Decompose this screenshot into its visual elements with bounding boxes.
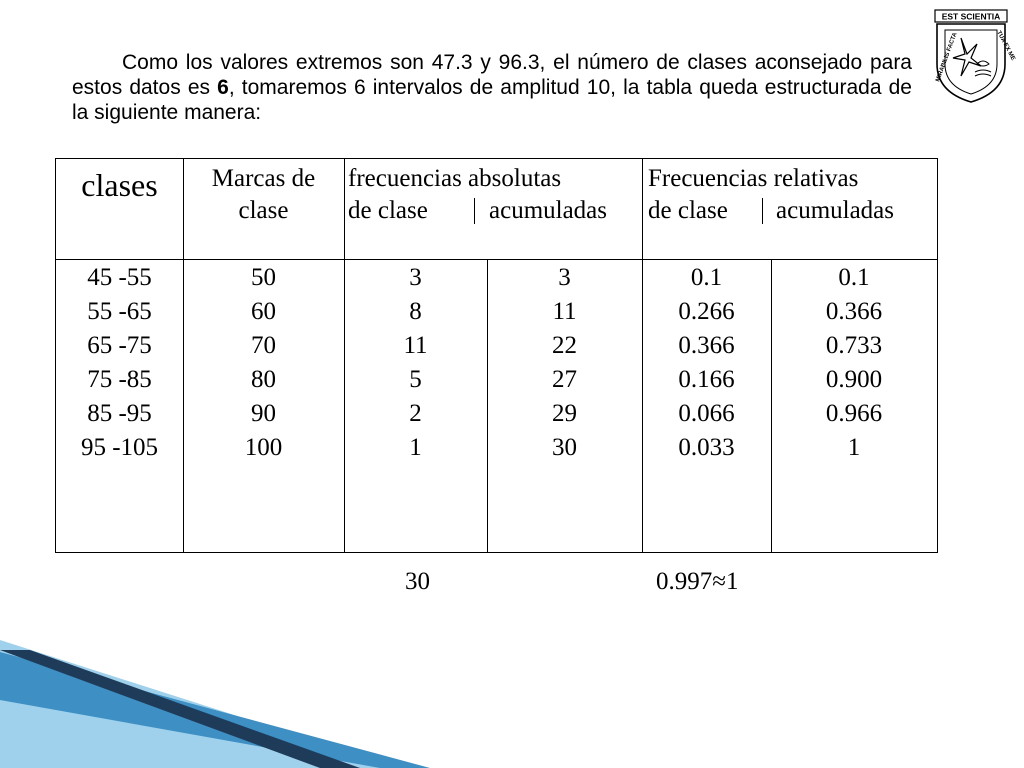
header-rel-de-clase: de clase	[648, 197, 728, 224]
total-relative-frequency: 0.997≈1	[656, 568, 739, 595]
cell-abs-clase: 2	[409, 400, 422, 427]
cell-rel-clase: 0.266	[678, 298, 735, 325]
total-absolute-frequency: 30	[405, 568, 430, 595]
header-abs-de-clase: de clase	[348, 197, 428, 224]
header-marcas: Marcas de clase	[183, 163, 344, 227]
header-divider	[56, 259, 937, 260]
cell-clase: 75 -85	[87, 366, 152, 393]
cell-clase: 45 -55	[87, 264, 152, 291]
university-seal-logo: EST SCIENTIA MIRABILIS FACTA TUA EX ME	[934, 9, 1016, 103]
header-rel-line1: Frecuencias relativas	[648, 165, 859, 192]
cell-clase: 65 -75	[87, 332, 152, 359]
cell-abs-clase: 1	[409, 434, 422, 461]
header-marcas-line2: clase	[238, 197, 289, 224]
column-abs-clase: 3 8 11 5 2 1	[344, 261, 487, 465]
cell-clase: 55 -65	[87, 298, 152, 325]
header-marcas-line1: Marcas de	[211, 165, 316, 192]
column-rel-clase: 0.1 0.266 0.366 0.166 0.066 0.033	[642, 261, 771, 465]
cell-abs-acum: 22	[552, 332, 577, 359]
column-divider	[642, 159, 643, 552]
cell-abs-acum: 3	[558, 264, 571, 291]
intro-text-end: , tomaremos 6 intervalos de amplitud 10,…	[72, 76, 912, 124]
cell-abs-clase: 8	[409, 298, 422, 325]
column-divider	[487, 259, 488, 552]
intro-bold-number: 6	[217, 76, 229, 99]
cell-rel-clase: 0.066	[678, 400, 735, 427]
cell-rel-acum: 1	[847, 434, 861, 461]
frequency-table: clases Marcas de clase frecuencias absol…	[55, 158, 938, 553]
cell-rel-acum: 0.900	[825, 366, 883, 393]
cell-abs-acum: 30	[552, 434, 577, 461]
stripe-light	[0, 640, 400, 768]
intro-paragraph: Como los valores extremos son 47.3 y 96.…	[72, 50, 912, 125]
cell-rel-clase: 0.166	[678, 366, 735, 393]
cell-marca: 70	[251, 332, 276, 359]
cell-abs-acum: 29	[552, 400, 577, 427]
cell-rel-acum: 0.366	[825, 298, 883, 325]
header-abs-acumuladas: acumuladas	[489, 197, 608, 224]
cell-marca: 50	[251, 264, 276, 291]
intro-text-start: Como los valores extremos son 47.3 y 96.…	[72, 51, 912, 99]
cell-abs-acum: 11	[552, 298, 577, 325]
cell-marca: 90	[251, 400, 276, 427]
seal-top-text: EST SCIENTIA	[942, 12, 1001, 22]
header-frecuencias-relativas: Frecuencias relativas de clase acumulada…	[648, 163, 938, 227]
header-frecuencias-absolutas: frecuencias absolutas de clase acumulada…	[348, 163, 640, 227]
column-abs-acumuladas: 3 11 22 27 29 30	[487, 261, 642, 465]
cell-clase: 85 -95	[87, 400, 152, 427]
header-rel-acumuladas: acumuladas	[776, 197, 895, 224]
header-rel-separator	[762, 198, 766, 224]
cell-rel-acum: 0.1	[838, 264, 870, 291]
column-clases: 45 -55 55 -65 65 -75 75 -85 85 -95 95 -1…	[56, 261, 183, 465]
stripe-dark	[0, 650, 360, 768]
cell-rel-acum: 0.733	[825, 332, 883, 359]
cell-rel-clase: 0.366	[678, 332, 735, 359]
header-abs-separator	[474, 198, 478, 224]
column-rel-acumuladas: 0.1 0.366 0.733 0.900 0.966 1	[771, 261, 937, 465]
header-abs-line1: frecuencias absolutas	[348, 165, 562, 192]
cell-rel-clase: 0.033	[678, 434, 735, 461]
column-divider	[344, 159, 345, 552]
cell-rel-clase: 0.1	[690, 264, 723, 291]
cell-rel-acum: 0.966	[825, 400, 883, 427]
cell-abs-clase: 3	[409, 264, 422, 291]
header-clases: clases	[81, 167, 158, 203]
cell-abs-clase: 5	[409, 366, 422, 393]
column-divider	[183, 159, 184, 552]
cell-abs-acum: 27	[552, 366, 577, 393]
column-marcas: 50 60 70 80 90 100	[183, 261, 344, 465]
cell-clase: 95 -105	[80, 434, 159, 461]
cell-marca: 80	[251, 366, 276, 393]
cell-marca: 60	[251, 298, 276, 325]
column-divider	[771, 259, 772, 552]
cell-marca: 100	[244, 434, 283, 461]
stripe-mid	[0, 652, 430, 768]
cell-abs-clase: 11	[403, 332, 428, 359]
